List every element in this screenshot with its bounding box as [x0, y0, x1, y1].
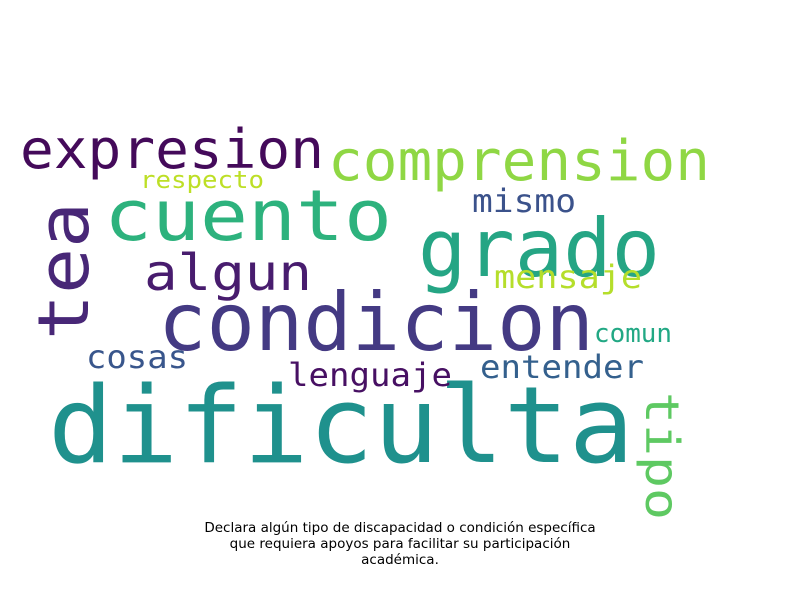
word-tipo: tipo: [635, 392, 689, 520]
word-mensaje: mensaje: [494, 258, 642, 296]
word-dificulta: dificulta: [48, 364, 634, 487]
word-expresion: expresion: [20, 118, 324, 181]
word-respecto: respecto: [140, 166, 264, 194]
word-algun: algun: [144, 244, 312, 302]
caption-line-1: Declara algún tipo de discapacidad o con…: [204, 520, 596, 536]
word-comprension: comprension: [328, 129, 710, 194]
word-tea: tea: [23, 202, 105, 340]
word-grado: grado: [418, 202, 660, 295]
word-comun: comun: [594, 319, 672, 349]
figure-caption: Declara algún tipo de discapacidad o con…: [150, 520, 650, 568]
word-mismo: mismo: [472, 182, 576, 220]
caption-line-2: que requiera apoyos para facilitar su pa…: [229, 536, 571, 552]
word-lenguaje: lenguaje: [288, 356, 452, 394]
word-cuento: cuento: [104, 175, 392, 257]
word-entender: entender: [480, 348, 644, 386]
caption-line-3: académica.: [361, 552, 439, 568]
word-cosas: cosas: [86, 338, 188, 376]
word-condicion: condicion: [158, 276, 594, 369]
